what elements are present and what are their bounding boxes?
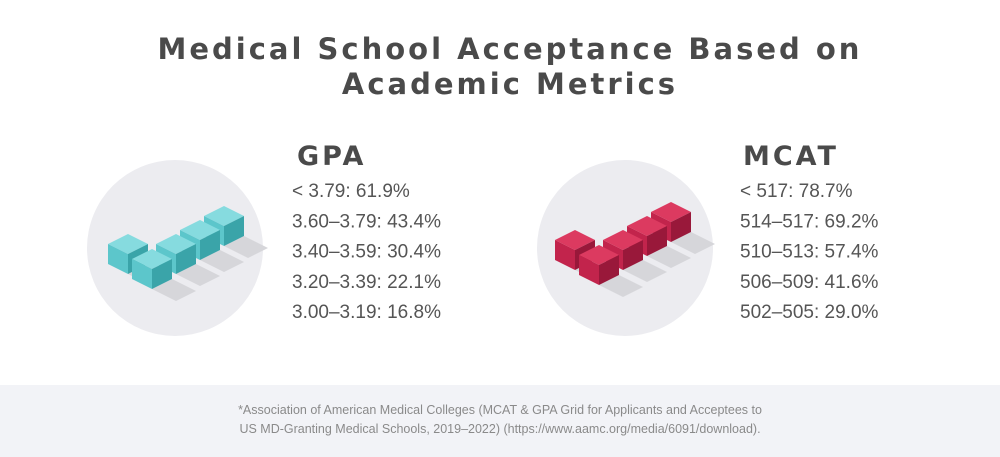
metric-item: 506–509: 41.6%: [740, 272, 879, 293]
cube-right: [599, 255, 619, 285]
cube-left: [579, 255, 599, 285]
cube-right: [647, 226, 667, 256]
metric-item: < 3.79: 61.9%: [292, 181, 410, 202]
cube-shadow: [176, 264, 220, 286]
metric-item: < 517: 78.7%: [740, 181, 853, 202]
cube-shadow: [152, 279, 196, 301]
section-heading: MCAT: [743, 141, 839, 172]
section-heading: GPA: [297, 141, 366, 172]
cube-shadow: [224, 236, 268, 258]
cube-right: [623, 240, 643, 270]
metric-item: 514–517: 69.2%: [740, 211, 879, 232]
cube-shadow: [200, 250, 244, 272]
footnote-line: US MD-Granting Medical Schools, 2019–202…: [239, 422, 760, 436]
cube-left: [555, 240, 575, 270]
title-line: Medical School Acceptance Based on: [158, 32, 863, 66]
cube-left: [132, 259, 152, 289]
cube-right: [152, 259, 172, 289]
metric-item: 3.00–3.19: 16.8%: [292, 302, 441, 323]
checkmark-icons: [108, 202, 715, 301]
cube-left: [108, 244, 128, 274]
footnote-line: *Association of American Medical College…: [238, 403, 762, 417]
cube-right: [671, 212, 691, 242]
title-line: Academic Metrics: [342, 67, 678, 101]
metric-item: 3.20–3.39: 22.1%: [292, 272, 441, 293]
metric-item: 502–505: 29.0%: [740, 302, 879, 323]
metric-item: 510–513: 57.4%: [740, 242, 879, 263]
cube-right: [200, 230, 220, 260]
cube-right: [176, 244, 196, 274]
metric-item: 3.60–3.79: 43.4%: [292, 211, 441, 232]
cube-right: [224, 216, 244, 246]
cube-shadow: [599, 275, 643, 297]
cube-shadow: [623, 260, 667, 282]
cube-shadow: [671, 232, 715, 254]
cube-shadow: [647, 246, 691, 268]
metric-item: 3.40–3.59: 30.4%: [292, 242, 441, 263]
footer-band: [0, 385, 1000, 457]
